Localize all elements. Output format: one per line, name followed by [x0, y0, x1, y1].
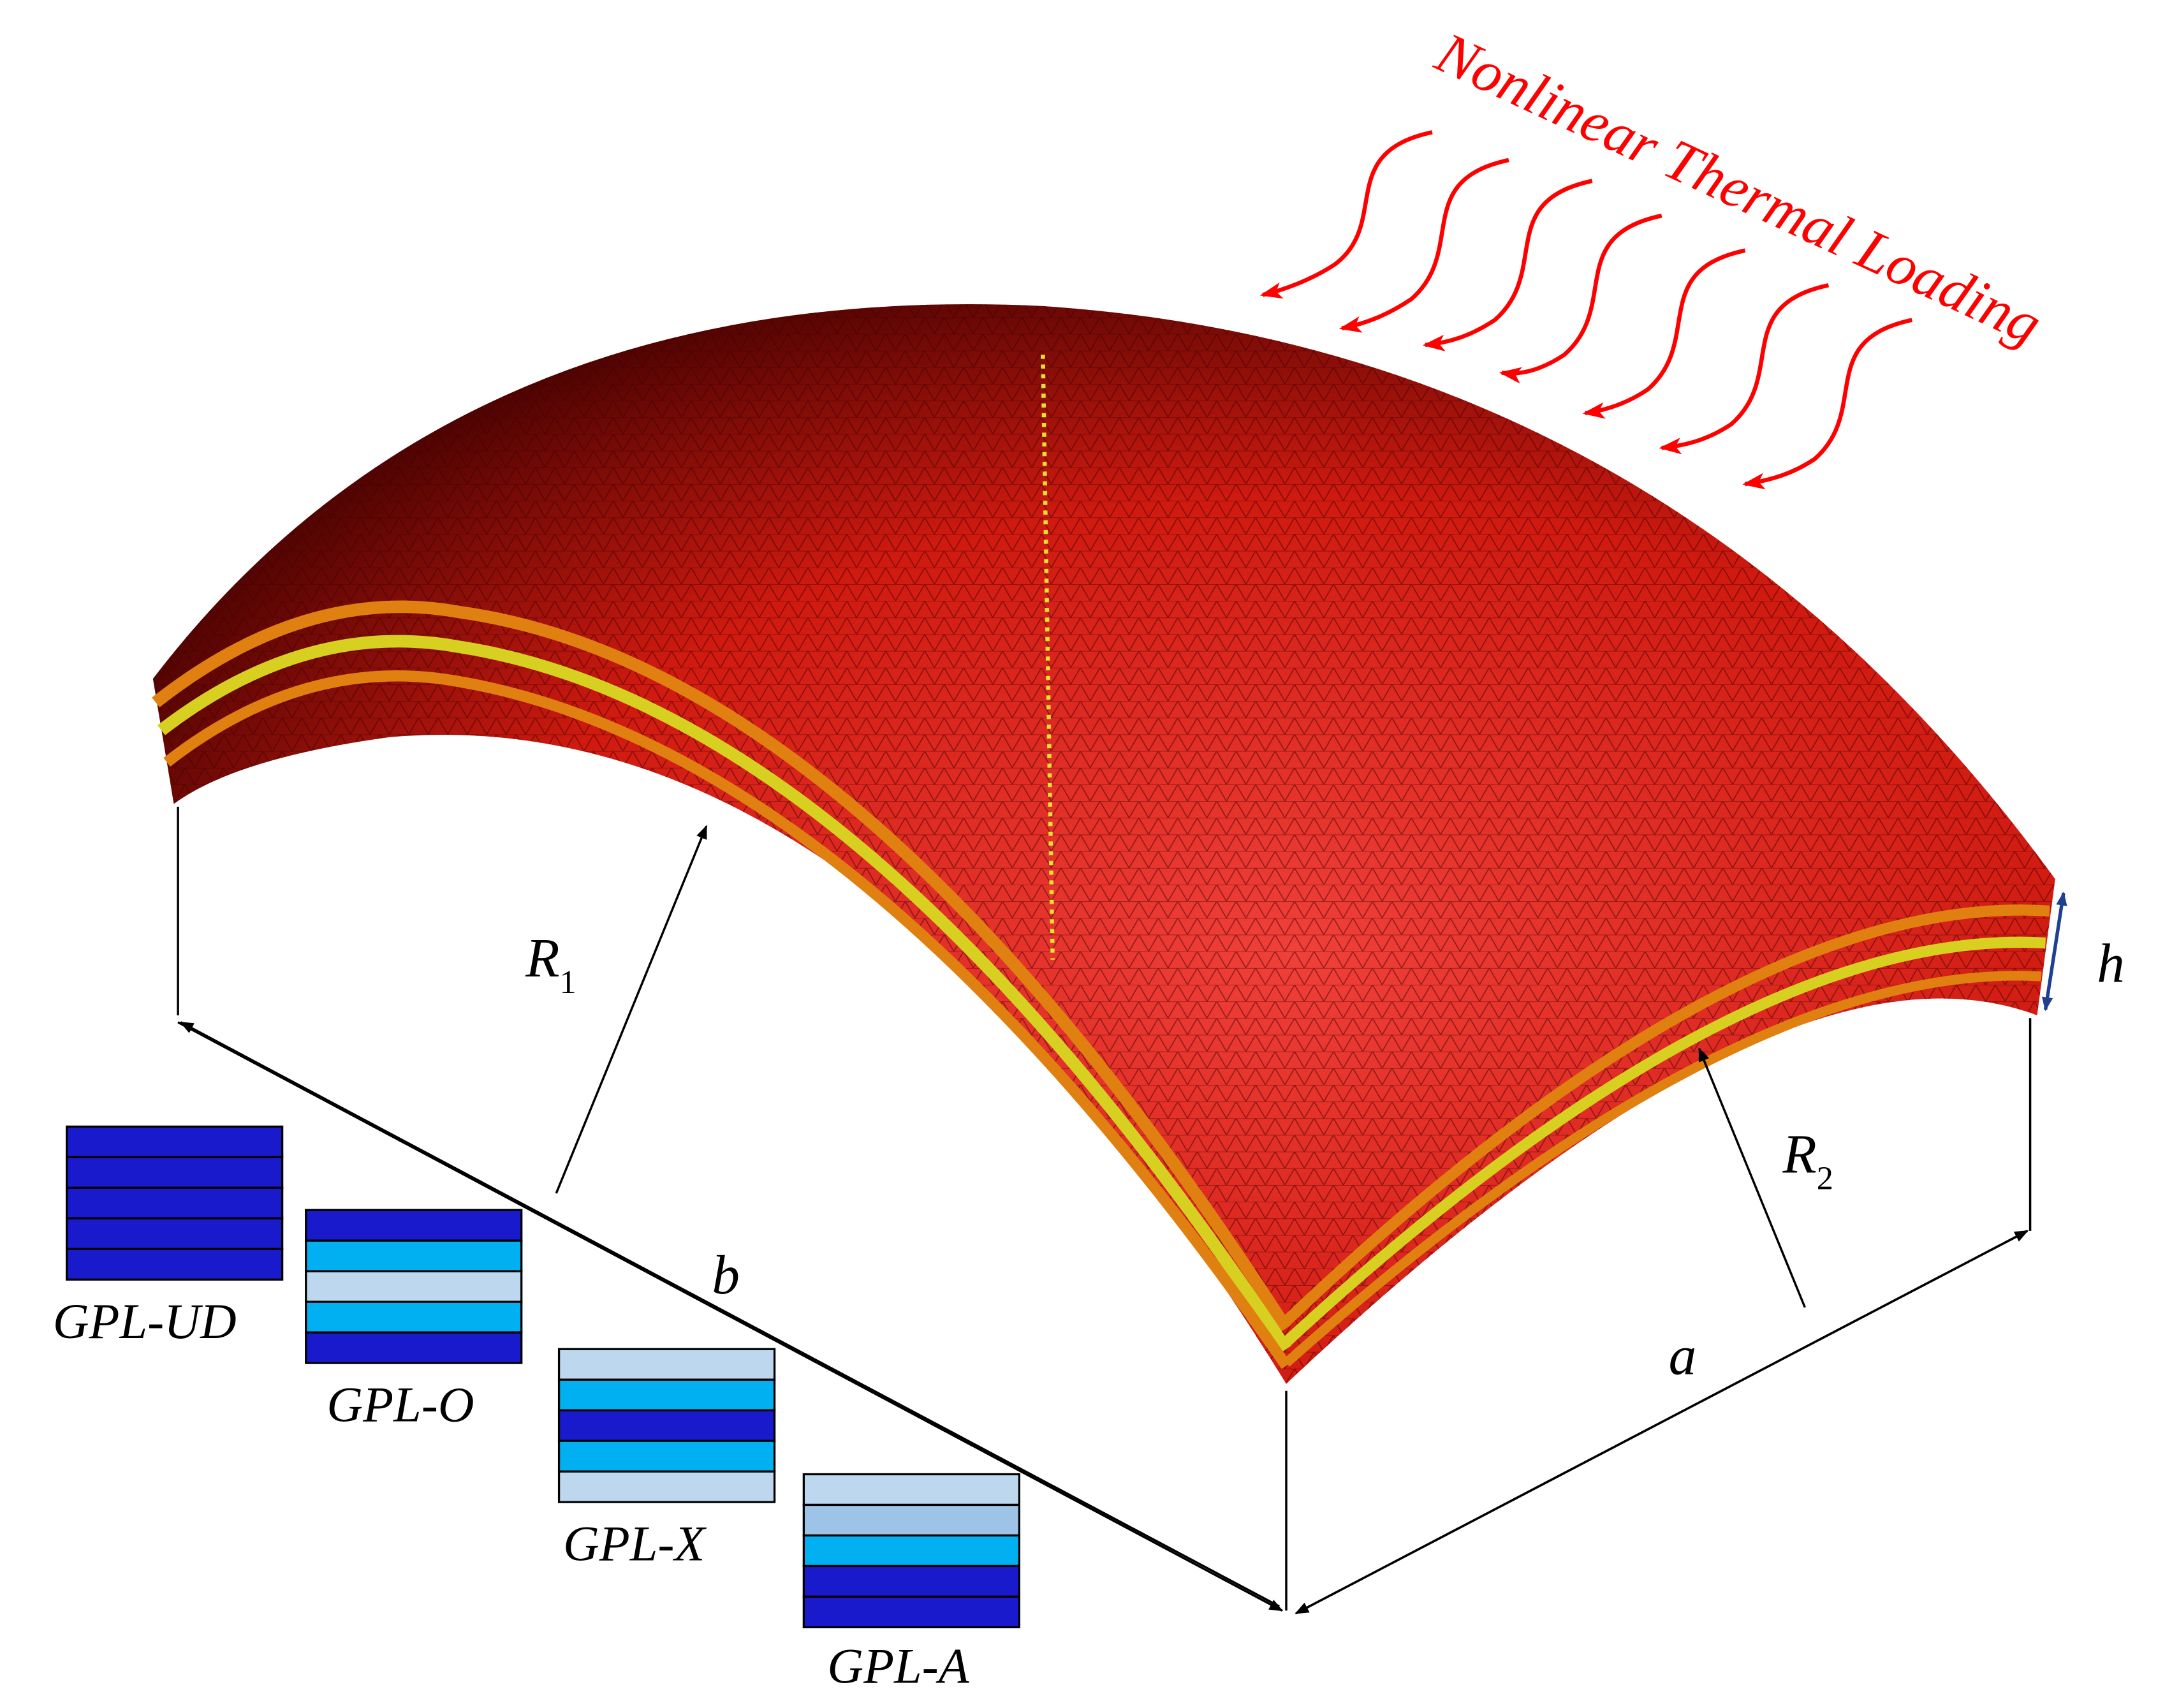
layer — [66, 1248, 284, 1281]
layer — [66, 1125, 284, 1158]
layer — [557, 1348, 776, 1381]
layer — [66, 1186, 284, 1219]
r2-label: R2 — [1782, 1123, 1833, 1196]
layer — [66, 1156, 284, 1189]
layer — [305, 1270, 523, 1303]
layer — [66, 1217, 284, 1250]
layer — [802, 1595, 1020, 1629]
layer-stacks: GPL-UD GPL-O GPL-X GPL-A — [53, 1125, 1020, 1694]
h-label: h — [2097, 932, 2125, 994]
heat-arrows — [1259, 130, 1912, 490]
layer — [557, 1409, 776, 1442]
r1-label: R1 — [525, 927, 576, 1001]
layer — [305, 1239, 523, 1272]
a-label: a — [1669, 1325, 1697, 1387]
title: Nonlinear Thermal Loading — [1427, 19, 2051, 357]
layer — [802, 1564, 1020, 1598]
pattern-label: GPL-X — [563, 1516, 707, 1572]
layer — [802, 1534, 1020, 1568]
layer — [557, 1439, 776, 1473]
pattern-label: GPL-O — [327, 1377, 474, 1432]
pattern-label: GPL-A — [827, 1638, 969, 1694]
b-label: b — [712, 1244, 740, 1306]
shell — [152, 304, 2055, 1384]
layer — [557, 1470, 776, 1503]
pattern-label: GPL-UD — [53, 1293, 237, 1349]
layer — [305, 1209, 523, 1242]
layer — [802, 1473, 1020, 1506]
layer — [802, 1503, 1020, 1537]
dimension-lines — [177, 806, 2067, 1615]
layer — [305, 1300, 523, 1334]
layer — [305, 1331, 523, 1364]
layer — [557, 1378, 776, 1411]
